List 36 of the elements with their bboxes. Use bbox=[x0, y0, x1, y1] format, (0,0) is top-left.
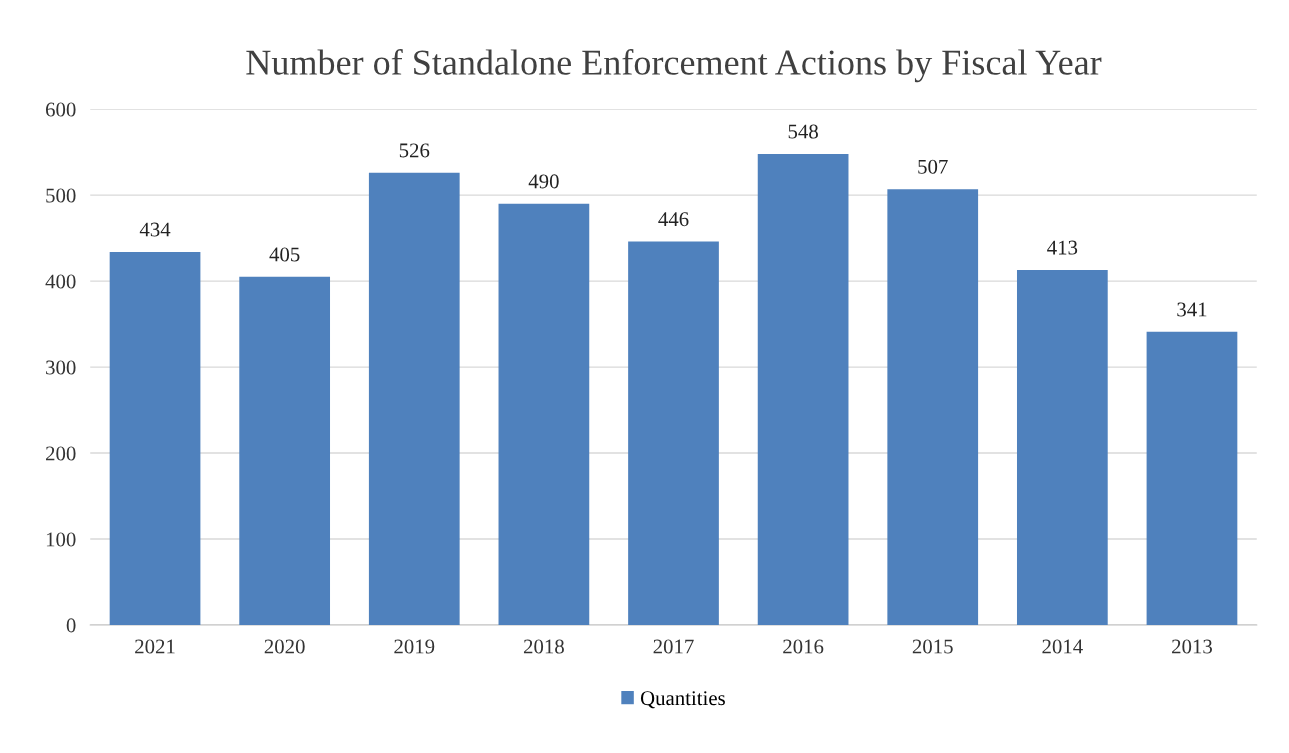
chart-title: Number of Standalone Enforcement Actions by Fiscal Year bbox=[246, 49, 1102, 83]
x-tick-label: 2019 bbox=[394, 639, 435, 654]
x-tick-label: 2020 bbox=[264, 639, 305, 654]
y-tick-label: 300 bbox=[46, 360, 76, 375]
x-tick-label: 2013 bbox=[1172, 639, 1212, 654]
legend-label: Quantities bbox=[640, 691, 725, 709]
bar bbox=[1016, 269, 1108, 625]
y-tick-label: 400 bbox=[45, 274, 76, 289]
data-label: 507 bbox=[918, 159, 948, 174]
y-tick-label: 200 bbox=[46, 446, 76, 461]
data-label: 446 bbox=[658, 212, 689, 227]
bar bbox=[757, 153, 849, 625]
y-tick-label: 0 bbox=[66, 618, 76, 633]
bar bbox=[887, 189, 979, 625]
bar bbox=[109, 251, 201, 625]
x-tick-label: 2018 bbox=[523, 639, 564, 654]
bar bbox=[1146, 331, 1238, 625]
data-label: 548 bbox=[788, 124, 818, 139]
y-tick-label: 600 bbox=[45, 102, 76, 117]
data-label: 490 bbox=[528, 174, 559, 189]
data-label: 526 bbox=[399, 143, 430, 158]
x-tick-label: 2016 bbox=[783, 639, 824, 654]
bar bbox=[239, 276, 331, 625]
bar bbox=[368, 172, 460, 625]
x-tick-label: 2021 bbox=[135, 639, 175, 654]
data-label: 341 bbox=[1177, 302, 1207, 317]
y-tick-label: 100 bbox=[46, 532, 76, 547]
bar bbox=[498, 203, 590, 625]
data-label: 434 bbox=[139, 222, 171, 237]
x-tick-label: 2017 bbox=[653, 639, 694, 654]
x-tick-label: 2015 bbox=[912, 639, 953, 654]
x-tick-label: 2014 bbox=[1042, 639, 1083, 654]
bar bbox=[628, 241, 719, 625]
data-label: 413 bbox=[1047, 240, 1078, 255]
data-label: 405 bbox=[269, 247, 300, 262]
y-tick-label: 500 bbox=[46, 188, 76, 203]
